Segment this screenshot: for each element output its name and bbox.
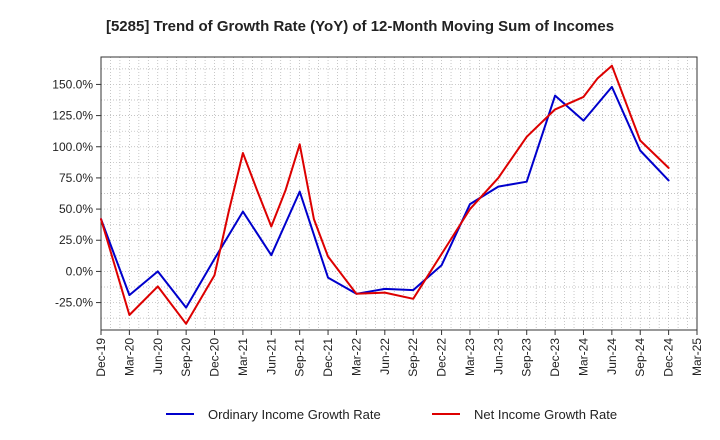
legend-label: Ordinary Income Growth Rate — [208, 407, 381, 422]
grid — [101, 57, 698, 330]
x-tick-label: Jun-23 — [491, 338, 505, 375]
x-tick-label: Mar-21 — [236, 338, 250, 376]
x-tick-label: Mar-20 — [122, 338, 136, 376]
y-tick-label: 25.0% — [59, 233, 93, 247]
x-tick-label: Jun-24 — [605, 338, 619, 375]
legend-label: Net Income Growth Rate — [474, 407, 617, 422]
y-tick-label: 50.0% — [59, 202, 93, 216]
plot-frame — [100, 56, 698, 331]
x-tick-label: Jun-20 — [151, 338, 165, 375]
x-tick-label: Dec-24 — [662, 338, 676, 377]
y-tick-label: 0.0% — [66, 264, 94, 278]
x-tick-label: Mar-23 — [463, 338, 477, 376]
x-tick-label: Dec-23 — [548, 338, 562, 377]
x-tick-label: Mar-25 — [690, 338, 704, 376]
axes: 150.0% 125.0% 100.0% 75.0% 50.0% 25.0% 0.0% -25… — [52, 56, 704, 377]
x-tick-label: Mar-24 — [576, 338, 590, 376]
chart-title: [5285] Trend of Growth Rate (YoY) of 12-… — [106, 18, 614, 35]
x-tick-label: Sep-24 — [633, 338, 647, 377]
x-tick-label: Dec-21 — [321, 338, 335, 377]
y-tick-label: 150.0% — [52, 77, 93, 91]
x-tick-label: Mar-22 — [349, 338, 363, 376]
x-tick-label: Jun-22 — [378, 338, 392, 375]
x-tick-label: Sep-21 — [293, 338, 307, 377]
series-lines — [100, 64, 670, 325]
legend: Ordinary Income Growth Rate Net Income Gr… — [166, 407, 617, 422]
y-tick-label: 100.0% — [52, 140, 93, 154]
y-tick-label: -25.0% — [55, 296, 93, 310]
x-tick-label: Sep-23 — [520, 338, 534, 377]
x-tick-label: Jun-21 — [264, 338, 278, 375]
x-tick-label: Sep-20 — [179, 338, 193, 377]
x-tick-label: Dec-22 — [435, 338, 449, 377]
x-tick-label: Dec-20 — [208, 338, 222, 377]
series-line-ordinary-income — [100, 85, 670, 309]
y-tick-label: 125.0% — [52, 109, 93, 123]
x-tick-label: Sep-22 — [406, 338, 420, 377]
y-tick-label: 75.0% — [59, 171, 93, 185]
x-tick-label: Dec-19 — [94, 338, 108, 377]
series-line-net-income — [100, 64, 670, 325]
